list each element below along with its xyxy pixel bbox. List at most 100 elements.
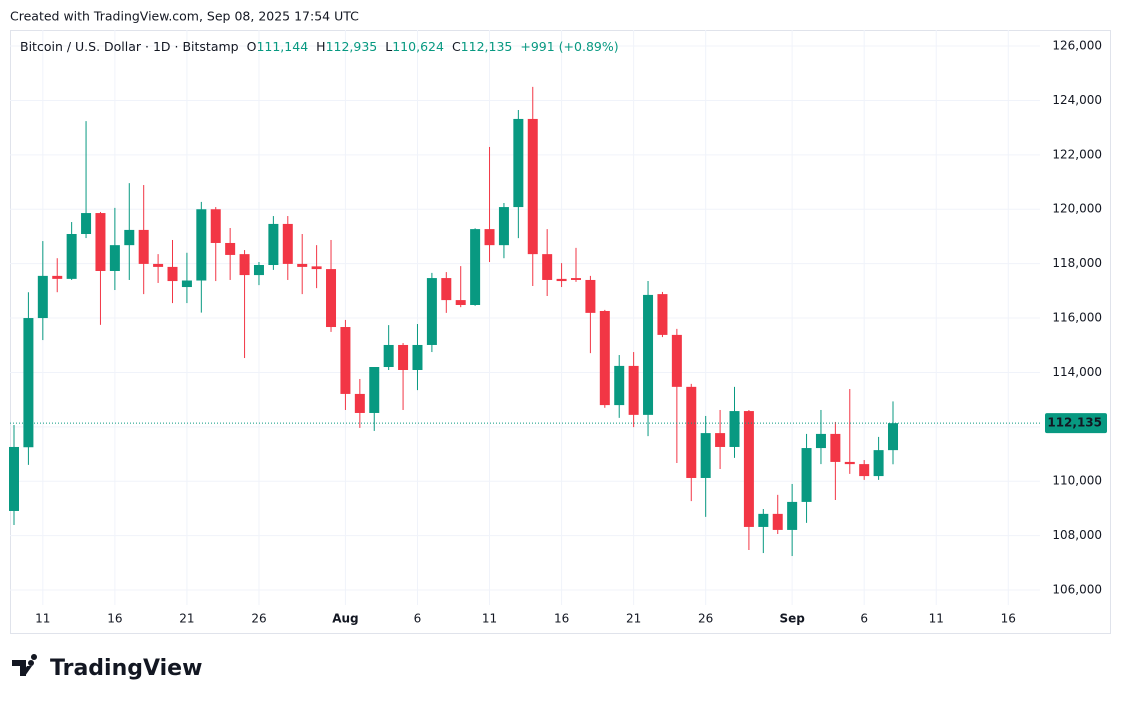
candle-body [542, 254, 553, 280]
candle-body [23, 318, 34, 448]
high-label: H [316, 39, 325, 54]
candle-body [138, 229, 149, 264]
y-tick-label: 126,000 [1052, 39, 1102, 53]
x-tick-label: Aug [332, 612, 358, 626]
candle-body [470, 229, 481, 305]
candle-body [743, 411, 754, 527]
x-tick-label: 11 [482, 612, 497, 626]
candle-body [859, 464, 870, 477]
candle-body [715, 433, 726, 447]
chart-frame [10, 30, 1111, 634]
candle-body [556, 278, 567, 282]
candle-body [873, 450, 884, 477]
y-tick-label: 110,000 [1052, 474, 1102, 488]
y-tick-label: 116,000 [1052, 311, 1102, 325]
candle-body [628, 365, 639, 415]
candle-body [95, 213, 106, 271]
x-tick-label: 11 [35, 612, 50, 626]
candle-body [181, 280, 192, 288]
symbol: Bitcoin / U.S. Dollar · 1D · Bitstamp [20, 39, 239, 54]
candle-body [383, 344, 394, 368]
candle-body [441, 278, 452, 301]
candle-body [570, 278, 581, 280]
x-tick-label: 16 [1001, 612, 1016, 626]
candle-body [225, 242, 236, 255]
legend-header: Bitcoin / U.S. Dollar · 1D · Bitstamp O11… [20, 39, 619, 54]
candle-body [398, 344, 409, 370]
y-tick-label: 118,000 [1052, 256, 1102, 270]
candle-body [239, 254, 250, 276]
candle-body [657, 294, 668, 335]
candle-body [599, 310, 610, 406]
low-label: L [385, 39, 392, 54]
change: +991 (+0.89%) [520, 39, 618, 54]
candle-body [815, 433, 826, 449]
candle-body [268, 223, 279, 266]
brand-logo: TradingView [12, 653, 202, 681]
candle-body [830, 433, 841, 462]
x-tick-label: Sep [779, 612, 805, 626]
candle-body [9, 446, 19, 511]
candle-body [109, 245, 120, 271]
candle-body [686, 386, 697, 478]
candle-body [253, 265, 264, 276]
y-tick-label: 122,000 [1052, 147, 1102, 161]
candle-body [729, 411, 740, 447]
brand: TradingView [50, 656, 202, 681]
candle-body [124, 229, 135, 246]
candle-body [787, 501, 798, 530]
y-tick-label: 114,000 [1052, 365, 1102, 379]
candle-body [52, 275, 63, 279]
y-tick-label: 106,000 [1052, 583, 1102, 597]
x-tick-label: 6 [414, 612, 422, 626]
candle-body [37, 275, 48, 319]
x-tick-label: 11 [929, 612, 944, 626]
candle-body [888, 423, 899, 451]
candle-body [426, 278, 437, 345]
candle-body [354, 393, 365, 413]
candle-body [311, 266, 322, 270]
last-price-box [1045, 413, 1107, 434]
y-tick-label: 108,000 [1052, 528, 1102, 542]
candle-body [513, 118, 524, 208]
candle-body [643, 294, 654, 415]
caption: Created with TradingView.com, Sep 08, 20… [10, 9, 359, 24]
x-tick-label: 16 [107, 612, 122, 626]
candle-body [340, 327, 351, 394]
last-price-label: 112,135 [1047, 416, 1102, 430]
x-tick-label: 26 [698, 612, 713, 626]
candle-body [297, 263, 308, 267]
y-tick-label: 120,000 [1052, 202, 1102, 216]
open-label: O [247, 39, 257, 54]
candle-body [844, 461, 855, 465]
candle-body [772, 513, 783, 530]
candle-body [671, 334, 682, 387]
candle-body [700, 433, 711, 478]
candle-body [585, 279, 596, 313]
candle-body [527, 118, 538, 255]
candle-body [81, 213, 92, 234]
grid [10, 30, 1040, 605]
candle-body [455, 300, 466, 305]
candle-body [326, 269, 337, 328]
candle-body [369, 367, 380, 413]
x-tick-label: 6 [860, 612, 868, 626]
candle-body [412, 344, 423, 370]
close-label: C [452, 39, 461, 54]
candle-body [167, 266, 178, 282]
x-tick-label: 26 [251, 612, 266, 626]
candle-body [801, 448, 812, 502]
x-tick-label: 16 [554, 612, 569, 626]
open-value: 111,144 [256, 39, 308, 54]
candle-body [153, 263, 164, 267]
candle-body [484, 229, 495, 246]
candle-body [614, 365, 625, 406]
x-tick-label: 21 [626, 612, 641, 626]
candle-body [210, 209, 221, 243]
y-tick-label: 124,000 [1052, 93, 1102, 107]
candle-body [282, 223, 293, 264]
candle-body [758, 513, 769, 527]
high-value: 112,935 [326, 39, 378, 54]
